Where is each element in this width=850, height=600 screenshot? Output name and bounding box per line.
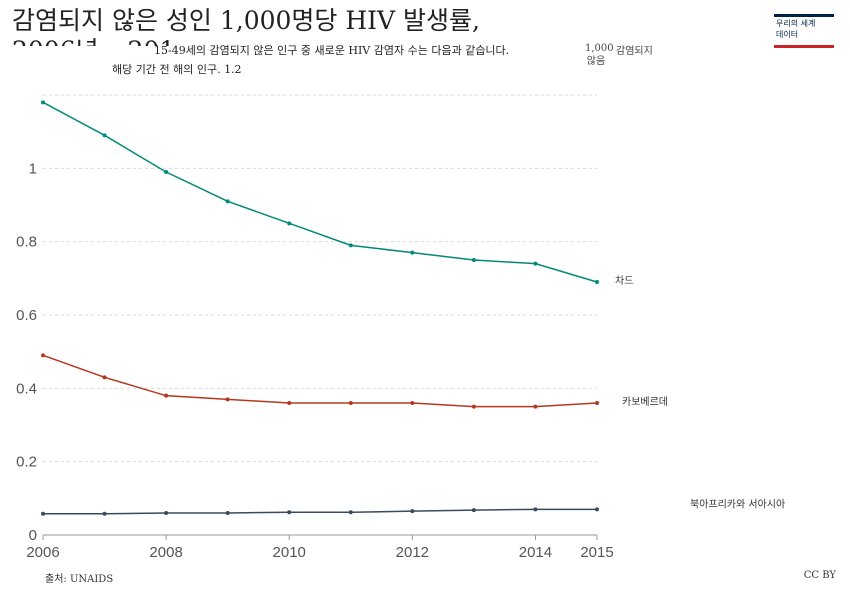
unit-label-a: 1,000: [585, 43, 614, 54]
unit-label-b: 않음: [586, 56, 606, 67]
subtitle-tick: 1.2: [224, 63, 242, 76]
data-point: [410, 250, 415, 255]
subtitle-text: 해당 기간 전 해의 인구.: [112, 63, 221, 76]
owid-logo[interactable]: 우리의 세계 데이터: [774, 14, 834, 48]
data-point: [41, 511, 45, 516]
x-tick-label: 2010: [273, 544, 306, 561]
data-point: [102, 511, 107, 516]
series-line: [42, 354, 598, 408]
data-point: [102, 133, 107, 138]
chart-subtitle: 15-49세의 감염되지 않은 인구 중 새로운 HIV 감염자 수는 다음과 …: [154, 44, 510, 57]
data-point: [471, 258, 476, 262]
series-line: [42, 101, 598, 283]
data-point: [102, 375, 107, 380]
logo-text: 우리의 세계 데이터: [776, 18, 815, 40]
chart-title: 감염되지 않은 성인 1,000명당 HIV 발생률,: [12, 6, 480, 35]
data-point: [164, 393, 169, 398]
data-point: [410, 509, 415, 514]
data-point: [225, 199, 230, 204]
data-point: [471, 508, 476, 513]
x-tick-label: 2008: [149, 544, 182, 561]
logo-bottom-bar: [774, 45, 834, 48]
unit-label-c: 감염되지: [616, 46, 653, 57]
x-axis: 2006 2008 2010 2012 2014 2015: [26, 535, 614, 561]
y-tick-label: 0.2: [16, 454, 37, 471]
series-label: 차드: [615, 275, 633, 287]
series-label: 북아프리카와 서아시아: [690, 498, 785, 510]
chart-title-line2: 2006년 ~2015년: [12, 34, 172, 46]
unit-label: 1,000 않음: [585, 42, 614, 68]
data-point: [533, 507, 538, 512]
y-tick-label: 0.6: [16, 307, 37, 324]
source-note[interactable]: 출처: UNAIDS: [45, 574, 114, 585]
y-tick-label: 0.8: [16, 234, 37, 251]
x-tick-label: 2006: [26, 544, 59, 561]
data-point: [533, 261, 538, 266]
data-point: [225, 397, 230, 402]
data-point: [41, 100, 45, 105]
data-point: [164, 511, 169, 515]
series-line: [43, 508, 597, 515]
logo-line2: 데이터: [776, 30, 799, 39]
y-axis: 0 0.2 0.4 0.6 0.8 1: [16, 160, 37, 544]
data-point: [595, 280, 599, 284]
data-point: [287, 221, 292, 226]
x-tick-label: 2014: [519, 544, 552, 561]
logo-top-bar: [774, 14, 834, 17]
y-tick-label: 1: [29, 160, 37, 177]
data-point: [348, 401, 353, 405]
series-group: [41, 100, 599, 516]
x-tick-label: 2012: [396, 544, 429, 561]
x-tick-label: 2015: [580, 544, 613, 561]
data-point: [410, 401, 415, 405]
series-label: 카보베르데: [622, 396, 668, 408]
data-point: [287, 401, 292, 405]
chart-subtitle-line2: 해당 기간 전 해의 인구. 1.2: [112, 61, 242, 77]
data-point: [41, 353, 45, 358]
y-tick-label: 0.4: [16, 380, 37, 397]
data-point: [164, 170, 169, 174]
grid-lines: [43, 94, 597, 536]
data-point: [595, 507, 599, 512]
data-point: [595, 401, 599, 405]
logo-line1: 우리의 세계: [776, 19, 816, 28]
data-point: [533, 404, 538, 409]
data-point: [471, 404, 476, 409]
y-tick-label: 0: [29, 527, 37, 544]
data-point: [287, 510, 292, 515]
data-point: [348, 510, 353, 515]
data-point: [348, 243, 353, 248]
data-point: [225, 511, 230, 515]
license-link[interactable]: CC BY: [803, 570, 836, 581]
